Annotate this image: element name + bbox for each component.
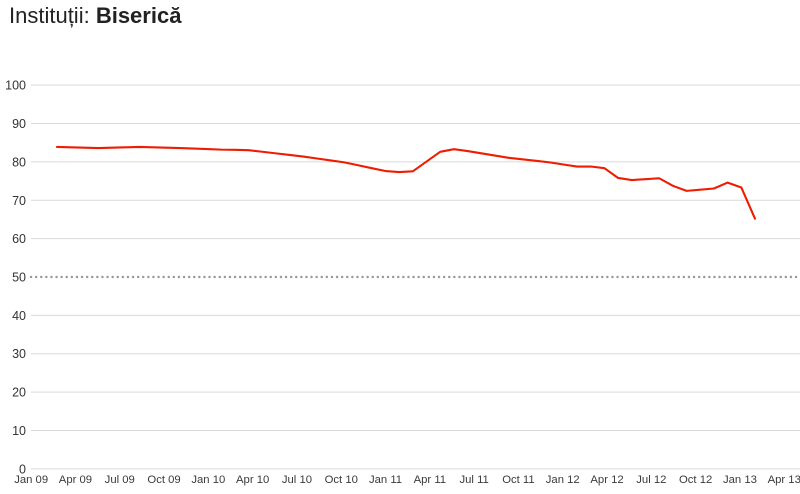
svg-text:Apr 10: Apr 10 (236, 474, 269, 486)
svg-text:80: 80 (12, 155, 26, 169)
svg-text:Jan 11: Jan 11 (369, 474, 402, 486)
svg-text:30: 30 (12, 347, 26, 361)
svg-text:Oct 12: Oct 12 (679, 474, 712, 486)
svg-text:100: 100 (5, 79, 26, 93)
svg-text:Jan 09: Jan 09 (14, 474, 48, 486)
svg-text:Apr 13: Apr 13 (768, 474, 800, 486)
svg-text:Oct 10: Oct 10 (325, 474, 358, 486)
svg-text:Apr 12: Apr 12 (590, 474, 623, 486)
svg-text:Oct 09: Oct 09 (147, 474, 180, 486)
svg-text:40: 40 (12, 309, 26, 323)
svg-text:Jul 10: Jul 10 (282, 474, 312, 486)
svg-text:90: 90 (12, 117, 26, 131)
svg-text:Jan 10: Jan 10 (191, 474, 225, 486)
svg-text:Jul 09: Jul 09 (105, 474, 135, 486)
svg-text:Jan 13: Jan 13 (723, 474, 757, 486)
svg-text:20: 20 (12, 386, 26, 400)
svg-text:50: 50 (12, 271, 26, 285)
svg-text:60: 60 (12, 232, 26, 246)
svg-text:Apr 09: Apr 09 (59, 474, 92, 486)
svg-text:Jan 12: Jan 12 (546, 474, 580, 486)
svg-text:Apr 11: Apr 11 (414, 474, 446, 486)
svg-text:Jul 11: Jul 11 (459, 474, 488, 486)
svg-text:Jul 12: Jul 12 (636, 474, 666, 486)
svg-text:10: 10 (12, 424, 26, 438)
svg-text:Oct 11: Oct 11 (502, 474, 534, 486)
svg-text:70: 70 (12, 194, 26, 208)
